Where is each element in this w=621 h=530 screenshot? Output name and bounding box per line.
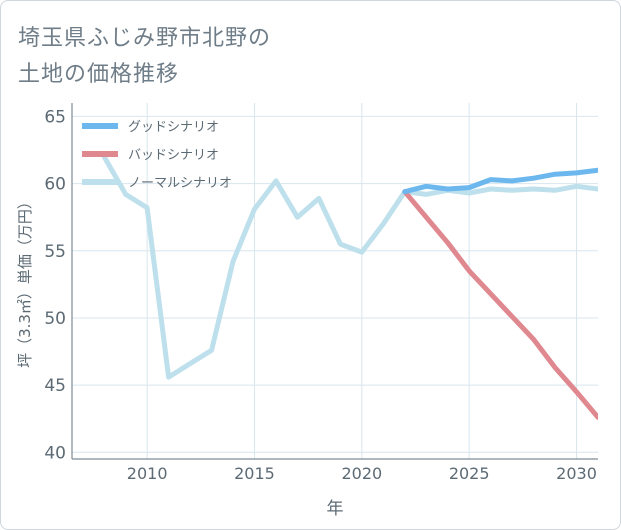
x-tick-label: 2025	[449, 464, 490, 483]
legend-label-good: グッドシナリオ	[128, 120, 219, 135]
chart-title-line-1: 埼玉県ふじみ野市北野の	[18, 26, 272, 51]
y-tick-label: 55	[44, 242, 66, 262]
x-tick-label: 2030	[556, 464, 597, 483]
y-axis-label: 坪（3.3㎡）単価（万円）	[16, 194, 34, 368]
y-tick-label: 50	[44, 309, 66, 329]
y-tick-label: 40	[44, 443, 66, 463]
x-tick-label: 2020	[341, 464, 382, 483]
legend-label-normal: ノーマルシナリオ	[128, 176, 232, 191]
y-tick-label: 45	[44, 376, 66, 396]
series-line-good	[402, 167, 598, 195]
x-tick-label: 2015	[234, 464, 275, 483]
y-tick-label: 65	[44, 107, 66, 127]
series-line-bad	[402, 189, 598, 420]
chart-title-line-2: 土地の価格推移	[18, 62, 180, 87]
x-axis-label: 年	[327, 499, 344, 519]
series-line-normal	[101, 154, 598, 380]
legend-label-bad: バッドシナリオ	[128, 148, 219, 163]
y-tick-label: 60	[44, 175, 66, 195]
plot-area	[72, 103, 598, 459]
x-tick-label: 2010	[127, 464, 168, 483]
